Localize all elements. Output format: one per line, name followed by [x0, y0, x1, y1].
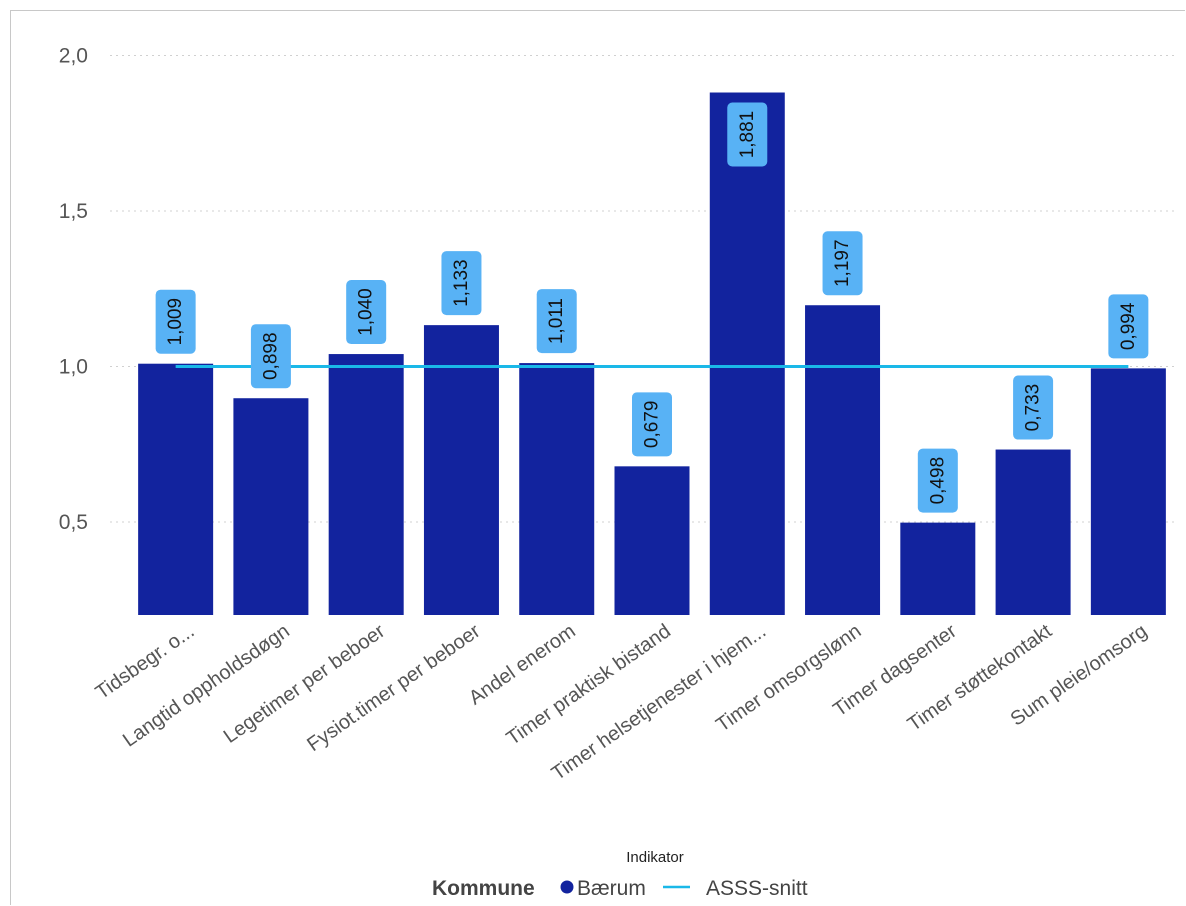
legend[interactable]: Kommune Bærum ASSS-snitt: [432, 877, 808, 900]
data-label-text: 0,994: [1118, 302, 1139, 350]
data-label: 1,197: [822, 231, 863, 296]
data-label-badge: [822, 231, 863, 296]
data-labels: 1,009 0,898 1,040 1,133 1,011 0,679 1,881 1,197…: [155, 102, 1149, 513]
data-label-text: 1,040: [356, 288, 377, 336]
data-label: 0,498: [917, 448, 958, 513]
data-label-text: 0,733: [1023, 384, 1044, 432]
x-tick-label: Timer praktisk bistand: [503, 620, 675, 750]
x-axis: Tidsbegr. o...Langtid oppholdsdøgnLegeti…: [92, 620, 1151, 785]
data-label-badge: [250, 324, 291, 389]
legend-title: Kommune: [432, 877, 535, 900]
data-label: 0,898: [250, 324, 291, 389]
data-label-badge: [155, 289, 196, 354]
x-tick-label: Fysiot.timer per beboer: [303, 620, 484, 756]
chart-frame: [10, 10, 1185, 905]
data-label: 1,011: [536, 289, 577, 354]
data-label-badge: [536, 289, 577, 354]
data-label: 1,881: [727, 102, 768, 167]
data-label-badge: [346, 280, 387, 345]
legend-dot-marker: [560, 880, 574, 894]
y-axis: 2,0 1,5 1,0 0,5: [59, 45, 88, 535]
data-label-text: 0,898: [260, 332, 281, 380]
y-tick-label: 2,0: [59, 45, 88, 68]
x-tick-label: Legetimer per beboer: [220, 620, 390, 748]
data-label-text: 1,197: [832, 239, 853, 287]
data-label: 1,133: [441, 251, 482, 316]
data-label-badge: [632, 392, 672, 457]
bar[interactable]: [614, 466, 690, 615]
data-label-text: 0,679: [642, 401, 663, 449]
data-label-badge: [1013, 375, 1054, 440]
bar[interactable]: [995, 449, 1071, 615]
bar[interactable]: [138, 363, 214, 615]
data-label-text: 1,009: [165, 298, 186, 346]
legend-item-baerum[interactable]: Bærum: [577, 877, 646, 900]
y-tick-label: 1,5: [59, 200, 88, 223]
x-axis-title: Indikator: [626, 849, 684, 866]
data-label-text: 1,011: [546, 298, 567, 344]
data-label: 1,009: [155, 289, 196, 354]
data-label-badge: [917, 448, 958, 513]
data-label-text: 1,881: [737, 111, 758, 159]
bar[interactable]: [423, 325, 499, 615]
data-label: 0,733: [1013, 375, 1054, 440]
y-tick-label: 0,5: [59, 511, 88, 534]
data-label-text: 0,498: [927, 457, 948, 505]
bar[interactable]: [709, 92, 785, 615]
data-label-badge: [1108, 294, 1149, 359]
bar[interactable]: [1090, 368, 1166, 615]
data-label-badge: [727, 102, 768, 167]
data-label-text: 1,133: [451, 259, 472, 307]
bar[interactable]: [328, 354, 404, 615]
bar[interactable]: [805, 305, 881, 615]
x-tick-label: Langtid oppholdsdøgn: [119, 620, 294, 752]
bar[interactable]: [519, 363, 595, 615]
data-label: 1,040: [346, 280, 387, 345]
data-label: 0,679: [632, 392, 672, 457]
data-label-badge: [441, 251, 482, 316]
legend-item-asss-snitt[interactable]: ASSS-snitt: [706, 877, 808, 900]
bars-baerum: [138, 92, 1166, 615]
y-tick-label: 1,0: [59, 356, 88, 379]
bar[interactable]: [900, 522, 976, 615]
data-label: 0,994: [1108, 294, 1149, 359]
bar[interactable]: [233, 398, 309, 615]
